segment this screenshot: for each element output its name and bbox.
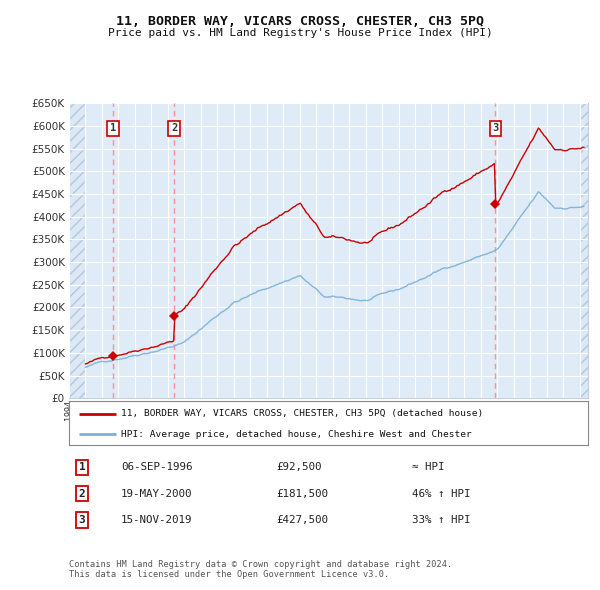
Text: 1: 1: [79, 463, 85, 472]
Bar: [530, 103, 563, 398]
Bar: [267, 103, 299, 398]
Text: 46% ↑ HPI: 46% ↑ HPI: [412, 489, 470, 499]
Bar: [168, 103, 201, 398]
Bar: [497, 103, 530, 398]
Text: 06-SEP-1996: 06-SEP-1996: [121, 463, 193, 472]
Bar: [69, 103, 102, 398]
Text: HPI: Average price, detached house, Cheshire West and Chester: HPI: Average price, detached house, Ches…: [121, 430, 472, 439]
Text: 1: 1: [110, 123, 116, 133]
Bar: [464, 103, 497, 398]
Bar: [299, 103, 332, 398]
Text: 2: 2: [171, 123, 177, 133]
Bar: [398, 103, 431, 398]
Bar: [431, 103, 464, 398]
Text: 3: 3: [492, 123, 499, 133]
Text: 33% ↑ HPI: 33% ↑ HPI: [412, 515, 470, 525]
Bar: [365, 103, 398, 398]
Text: 19-MAY-2000: 19-MAY-2000: [121, 489, 193, 499]
Text: £427,500: £427,500: [277, 515, 329, 525]
Text: 11, BORDER WAY, VICARS CROSS, CHESTER, CH3 5PQ (detached house): 11, BORDER WAY, VICARS CROSS, CHESTER, C…: [121, 409, 483, 418]
Bar: [201, 103, 234, 398]
Text: Contains HM Land Registry data © Crown copyright and database right 2024.
This d: Contains HM Land Registry data © Crown c…: [69, 560, 452, 579]
Bar: [234, 103, 267, 398]
Text: £181,500: £181,500: [277, 489, 329, 499]
Bar: [135, 103, 168, 398]
Text: Price paid vs. HM Land Registry's House Price Index (HPI): Price paid vs. HM Land Registry's House …: [107, 28, 493, 38]
Text: 15-NOV-2019: 15-NOV-2019: [121, 515, 193, 525]
Text: 11, BORDER WAY, VICARS CROSS, CHESTER, CH3 5PQ: 11, BORDER WAY, VICARS CROSS, CHESTER, C…: [116, 15, 484, 28]
Text: ≈ HPI: ≈ HPI: [412, 463, 444, 472]
Bar: [69, 103, 85, 398]
Text: £92,500: £92,500: [277, 463, 322, 472]
Bar: [332, 103, 365, 398]
Text: 2: 2: [79, 489, 85, 499]
Text: 3: 3: [79, 515, 85, 525]
Bar: [563, 103, 596, 398]
Bar: [102, 103, 135, 398]
Bar: [580, 103, 588, 398]
